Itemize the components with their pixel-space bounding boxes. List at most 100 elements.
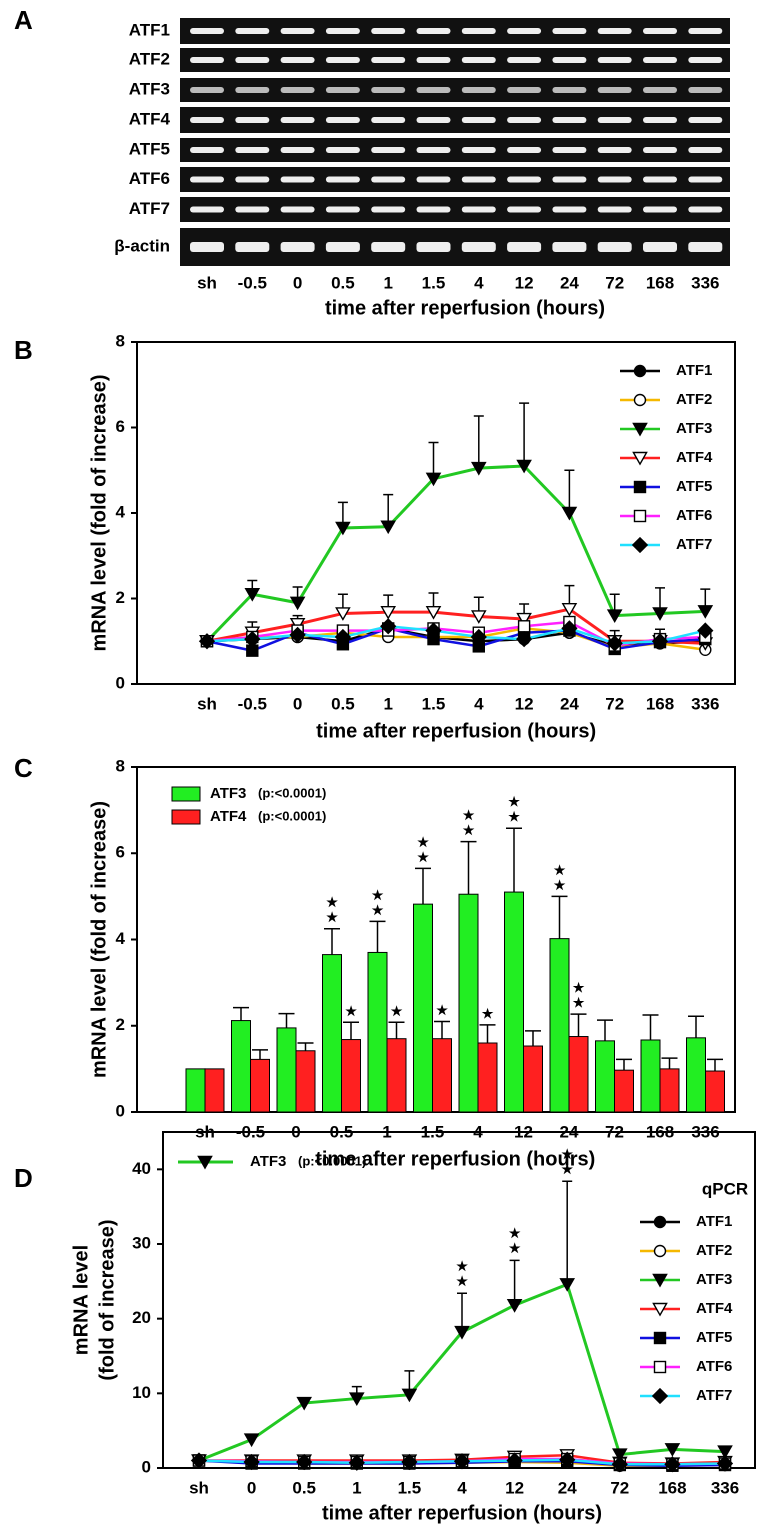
gel-strip	[180, 48, 730, 72]
legend-label: ATF6	[696, 1358, 732, 1375]
marker	[197, 1155, 213, 1170]
gel-strip	[180, 197, 730, 222]
gel-band	[280, 176, 315, 183]
legend-label: ATF4	[696, 1300, 733, 1317]
marker	[561, 506, 578, 521]
gel-band	[597, 242, 632, 252]
gel-band	[190, 206, 224, 213]
error-bar	[388, 1021, 405, 1039]
marker	[380, 605, 397, 620]
gel-band	[371, 28, 406, 34]
marker	[401, 1453, 418, 1471]
gel-band	[507, 147, 542, 153]
gel-band	[597, 28, 632, 34]
lane-label: 12	[515, 273, 534, 292]
marker	[561, 620, 578, 637]
x-axis-title: time after reperfusion (hours)	[316, 720, 596, 742]
bar	[523, 1045, 543, 1113]
gel-band	[643, 117, 677, 123]
error-bar	[597, 1019, 613, 1041]
marker	[425, 622, 442, 639]
marker	[335, 521, 351, 536]
gel-band	[461, 28, 496, 34]
plot-frame	[162, 1131, 756, 1469]
marker	[632, 422, 648, 437]
gel-band	[552, 87, 587, 93]
marker	[289, 626, 306, 643]
gel-band	[461, 176, 496, 183]
marker	[633, 364, 647, 378]
error-bar	[564, 469, 575, 513]
gel-row-label: ATF3	[129, 79, 170, 98]
x-tick-label: 168	[646, 694, 674, 713]
marker	[380, 618, 397, 635]
gel-band	[597, 206, 632, 213]
lane-label: 72	[605, 273, 624, 292]
significance: ★★	[572, 981, 587, 1011]
y-tick-label: 2	[116, 588, 125, 607]
marker	[633, 509, 647, 523]
error-bar	[688, 1015, 704, 1038]
legend-label: ATF5	[676, 478, 712, 495]
marker	[633, 393, 647, 407]
error-bar	[369, 920, 386, 953]
legend-label: ATF1	[696, 1213, 732, 1230]
y-tick-label: 2	[116, 1015, 125, 1034]
error-bar	[343, 1021, 359, 1040]
significance: ★★	[325, 896, 340, 926]
legend-label: ATF4	[210, 808, 247, 825]
gel-band	[416, 176, 451, 183]
marker	[506, 1299, 523, 1313]
gel-row-label: ATF1	[129, 20, 170, 39]
legend-label: ATF3	[250, 1153, 286, 1170]
marker	[244, 630, 261, 648]
x-tick-label: 336	[691, 694, 719, 713]
significance: ★★	[462, 809, 477, 839]
series-line	[205, 464, 706, 643]
gel-band	[643, 57, 677, 63]
gel-band	[235, 57, 270, 63]
gel-band	[235, 117, 270, 123]
error-bar	[473, 415, 484, 469]
significance: ★★	[561, 1147, 576, 1177]
gel-band	[507, 28, 542, 34]
marker	[425, 605, 442, 620]
x-tick-label: 12	[515, 694, 534, 713]
error-bar	[460, 840, 477, 895]
error-bar	[457, 1292, 467, 1333]
y-tick-label: 4	[116, 502, 126, 521]
gel-band	[325, 87, 360, 93]
marker	[516, 459, 532, 474]
bar	[568, 1036, 589, 1113]
gel-band	[280, 87, 315, 93]
marker	[606, 609, 623, 624]
bar	[367, 951, 388, 1113]
gel-band	[688, 117, 723, 123]
gel-band	[416, 242, 451, 252]
error-bar	[519, 402, 530, 466]
marker	[470, 610, 487, 624]
gel-band	[190, 117, 224, 123]
legend-label: ATF7	[676, 536, 712, 553]
gel-band	[371, 176, 406, 183]
y-tick-label: 0	[116, 1101, 125, 1120]
gel-band	[416, 28, 451, 34]
gel-band	[461, 57, 496, 63]
panel-letter: A	[14, 5, 33, 35]
y-tick-label: 4	[116, 929, 126, 948]
gel-band	[325, 206, 360, 213]
x-axis-title: time after reperfusion (hours)	[322, 1502, 602, 1524]
gel-band	[235, 28, 270, 34]
gel-band	[280, 147, 315, 153]
bar	[250, 1058, 270, 1113]
gel-band	[597, 147, 632, 153]
legend-swatch	[171, 809, 201, 825]
marker	[611, 1456, 628, 1473]
gel-band	[280, 57, 315, 63]
y-tick-label: 40	[132, 1159, 151, 1178]
bar	[614, 1069, 634, 1113]
y-tick-label: 0	[142, 1457, 151, 1476]
legend-label: ATF1	[676, 362, 712, 379]
x-tick-label: 72	[610, 1478, 629, 1497]
gel-strip	[180, 78, 730, 102]
